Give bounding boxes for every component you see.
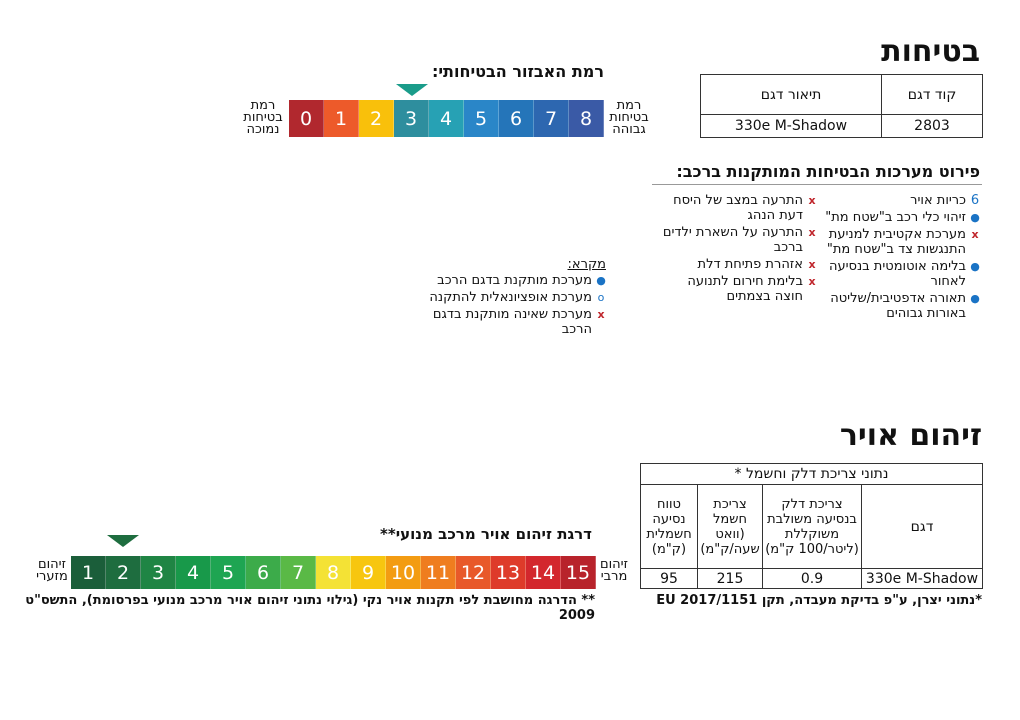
installed-icon: ● [970, 211, 980, 224]
not-installed-icon: x [808, 226, 816, 239]
safety-high-label: רמת בטיחות גבוהה [609, 98, 649, 137]
pollution-level-3: 3 [141, 556, 176, 589]
safety-level-5: 5 [464, 100, 499, 137]
installed-icon: ● [596, 274, 606, 287]
not-installed-icon: x [597, 308, 605, 321]
safety-level-title: רמת האבזור הבטיחותי: [431, 62, 604, 81]
list-item-text: מערכת אופציונאלית להתקנה [429, 290, 592, 305]
safety-level-pointer [396, 84, 428, 96]
model-code-header: קוד דגם [881, 74, 983, 115]
pollution-min-label: זיהום מזערי [36, 557, 68, 584]
model-desc-header: תיאור דגם [700, 74, 882, 115]
model-value: 330e M-Shadow [861, 568, 983, 589]
pollution-level-7: 7 [281, 556, 316, 589]
count-icon: 6 [970, 193, 980, 208]
systems-divider [652, 184, 982, 185]
list-item: x אזהרת פתיחת דלת [655, 257, 817, 272]
pollution-level-scale: 1 2 3 4 5 6 7 8 9 10 11 12 13 14 15 [71, 556, 596, 589]
list-item-text: מערכת שאינה מותקנת בדגם הרכב [432, 307, 592, 337]
list-item-text: מערכת אקטיבית למניעת התנגשות צד ב"שטח מת… [826, 227, 966, 257]
fuel-table-header: נתוני צריכת דלק וחשמל * [640, 463, 983, 485]
list-item-text: בלימה אוטומטית בנסיעה לאחור [828, 259, 966, 289]
list-item: o מערכת אופציונאלית להתקנה [406, 290, 606, 305]
range-value: 95 [640, 568, 698, 589]
not-installed-icon: x [808, 194, 816, 207]
legend-title: מקרא: [567, 257, 606, 272]
safety-level-1: 1 [324, 100, 359, 137]
list-item: x התרעה על השארת ילדים ברכב [655, 225, 817, 255]
pollution-level-14: 14 [526, 556, 561, 589]
pollution-level-4: 4 [176, 556, 211, 589]
pollution-level-5: 5 [211, 556, 246, 589]
pollution-level-10: 10 [386, 556, 421, 589]
list-item-text: מערכת מותקנת בדגם הרכב [437, 273, 592, 288]
list-item: ● בלימה אוטומטית בנסיעה לאחור [820, 259, 980, 289]
not-installed-icon: x [808, 258, 816, 271]
safety-level-7: 7 [534, 100, 569, 137]
list-item: x מערכת אקטיבית למניעת התנגשות צד ב"שטח מ… [820, 227, 980, 257]
pollution-level-8: 8 [316, 556, 351, 589]
pollution-level-2: 2 [106, 556, 141, 589]
pollution-scale-title: דרגת זיהום אויר מרכב מנועי** [380, 525, 592, 543]
fuel-value: 0.9 [762, 568, 862, 589]
pollution-level-15: 15 [561, 556, 596, 589]
systems-title: פירוט מערכות הבטיחות המותקנות ברכב: [676, 162, 980, 181]
list-item: 6 כריות אויר [820, 193, 980, 208]
pollution-title: זיהום אויר [839, 418, 982, 453]
list-item-text: התרעה על השארת ילדים ברכב [662, 225, 803, 255]
elec-value: 215 [697, 568, 763, 589]
pollution-level-12: 12 [456, 556, 491, 589]
model-table: קוד דגם תיאור דגם 2803 330e M-Shadow [700, 74, 983, 138]
list-item: ● זיהוי כלי רכב ב"שטח מת" [820, 210, 980, 225]
list-item: ● תאורה אדפטיבית/שליטה באורות גבוהים [820, 291, 980, 321]
not-installed-icon: x [808, 275, 816, 288]
fuel-table-footnote: *נתוני יצרן, ע"פ בדיקת מעבדה, תקן EU 201… [656, 593, 982, 608]
safety-level-8: 8 [569, 100, 604, 137]
installed-icon: ● [970, 260, 980, 273]
list-item-text: זיהוי כלי רכב ב"שטח מת" [825, 210, 966, 225]
safety-level-6: 6 [499, 100, 534, 137]
model-desc-value: 330e M-Shadow [700, 114, 882, 138]
list-item-text: תאורה אדפטיבית/שליטה באורות גבוהים [830, 291, 966, 321]
col-fuel-header: צריכת דלק בנסיעה משולבת משוקללת (ליטר/10… [762, 484, 862, 569]
pollution-level-13: 13 [491, 556, 526, 589]
safety-level-4: 4 [429, 100, 464, 137]
list-item: ● מערכת מותקנת בדגם הרכב [406, 273, 606, 288]
pollution-level-6: 6 [246, 556, 281, 589]
fuel-table: נתוני צריכת דלק וחשמל * דגם צריכת דלק בנ… [640, 463, 983, 589]
col-elec-header: צריכת חשמל (וואט שעה/ק"מ) [697, 484, 763, 569]
installed-icon: ● [970, 292, 980, 305]
safety-level-3: 3 [394, 100, 429, 137]
list-item-text: כריות אויר [910, 193, 966, 208]
safety-low-label: רמת בטיחות נמוכה [243, 98, 283, 137]
list-item: x מערכת שאינה מותקנת בדגם הרכב [406, 307, 606, 337]
optional-icon: o [597, 291, 605, 304]
pollution-level-9: 9 [351, 556, 386, 589]
list-item: x התרעה במצב של היסח דעת הנהג [655, 193, 817, 223]
pollution-level-11: 11 [421, 556, 456, 589]
safety-level-2: 2 [359, 100, 394, 137]
pollution-level-1: 1 [71, 556, 106, 589]
systems-list-right: 6 כריות אויר ● זיהוי כלי רכב ב"שטח מת" x מערכ… [820, 193, 980, 323]
safety-title: בטיחות [881, 34, 980, 69]
list-item: x בלימת חירום לתנועה חוצה בצמתים [655, 274, 817, 304]
list-item-text: התרעה במצב של היסח דעת הנהג [673, 193, 803, 223]
systems-list-left: x התרעה במצב של היסח דעת הנהג x התרעה על הש… [655, 193, 817, 306]
list-item-text: בלימת חירום לתנועה חוצה בצמתים [687, 274, 803, 304]
list-item-text: אזהרת פתיחת דלת [697, 257, 803, 272]
col-range-header: טווח נסיעה חשמלית (ק"מ) [640, 484, 698, 569]
pollution-max-label: זיהום מרבי [599, 557, 629, 584]
pollution-footnote: ** הדרגה מחושבת לפי תקנות אויר נקי (גילו… [25, 593, 595, 623]
not-installed-icon: x [971, 228, 979, 241]
model-code-value: 2803 [881, 114, 983, 138]
pollution-level-pointer [107, 535, 139, 547]
safety-level-0: 0 [289, 100, 324, 137]
col-model-header: דגם [861, 484, 983, 569]
legend: מקרא: ● מערכת מותקנת בדגם הרכב o מערכת אופצ… [406, 257, 606, 339]
